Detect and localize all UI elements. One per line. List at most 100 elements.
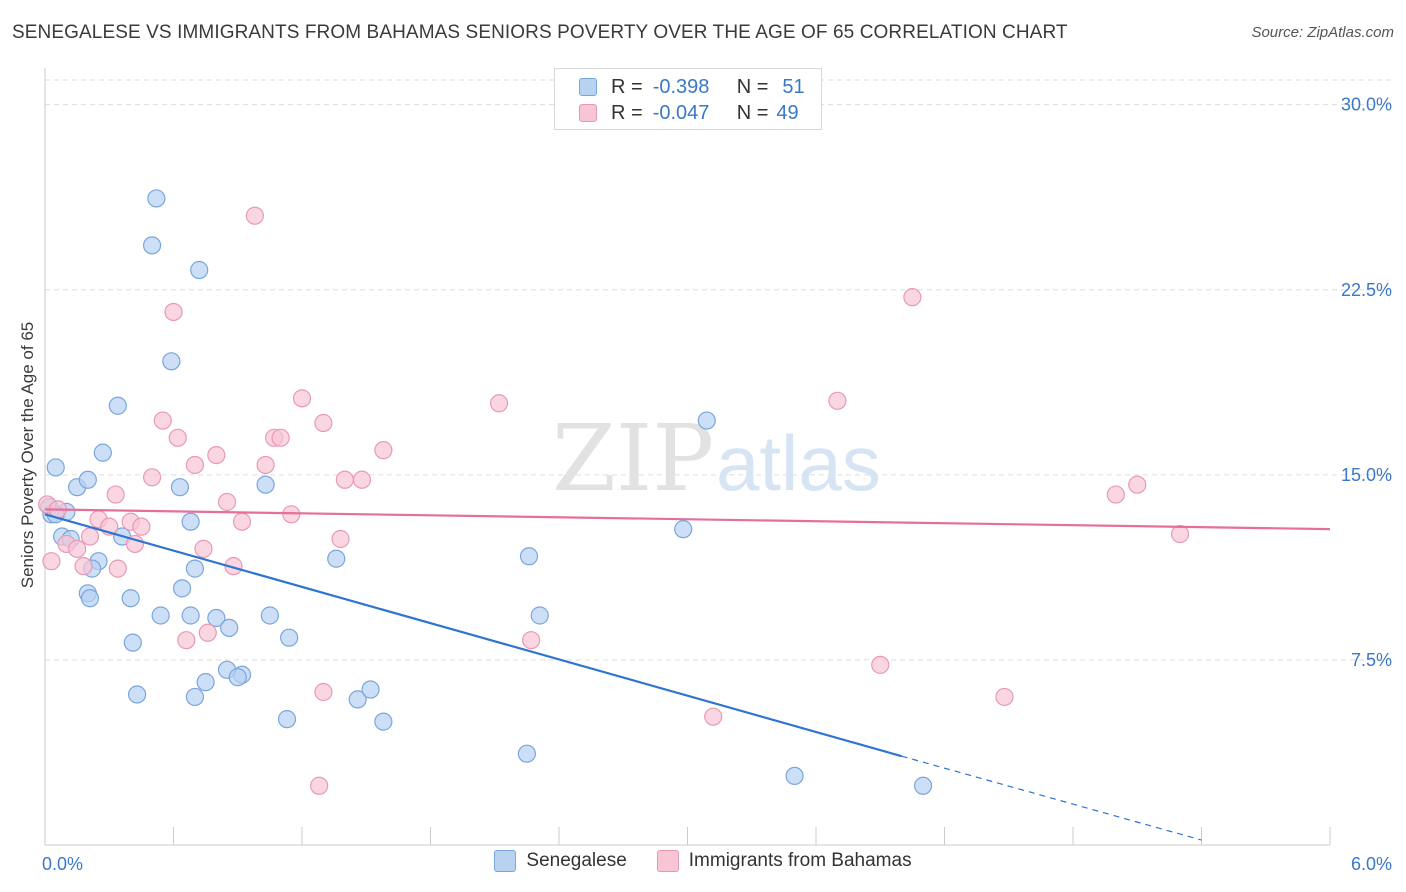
stats-r-value: -0.047 (652, 101, 710, 124)
senegalese-point (127, 685, 147, 704)
senegalese-point (121, 589, 140, 608)
stats-box: R = -0.398 N = 51 R = -0.047 N = 49 (554, 68, 822, 130)
legend-label-bahamas: Immigrants from Bahamas (688, 850, 912, 871)
stats-r-label: R = (611, 75, 643, 98)
y-tick-label: 15.0% (1341, 465, 1392, 485)
bahamas-point (331, 529, 350, 549)
bahamas-point (132, 517, 151, 536)
y-tick-label: 7.5% (1351, 650, 1392, 670)
bahamas-point (194, 539, 213, 558)
chart-title: SENEGALESE VS IMMIGRANTS FROM BAHAMAS SE… (12, 22, 1068, 43)
axis-layer: 7.5% 15.0% 22.5% 30.0% 0.0% 6.0% (42, 68, 1392, 874)
bahamas-point (207, 445, 226, 465)
legend-swatch-pink (656, 850, 679, 872)
stats-n-label: N = (736, 75, 769, 98)
y-tick-label: 22.5% (1341, 280, 1392, 300)
senegalese-point (327, 549, 346, 568)
senegalese-point (260, 606, 279, 625)
senegalese-point (123, 633, 142, 652)
senegalese-point (147, 189, 166, 208)
bahamas-point (374, 441, 393, 460)
senegalese-point (181, 606, 200, 625)
bahamas-point (1106, 485, 1125, 504)
bahamas-point (142, 468, 162, 487)
bahamas-point (314, 682, 333, 702)
bahamas-point (164, 302, 183, 322)
x-tick-label-min: 0.0% (42, 854, 83, 874)
senegalese-point (374, 712, 393, 731)
legend-label-senegalese: Senegalese (526, 850, 627, 871)
senegalese-point (190, 260, 209, 280)
senegalese-point (913, 776, 933, 795)
watermark: ZIP atlas (552, 405, 881, 512)
bahamas-point (314, 413, 333, 433)
bahamas-trend-line (44, 508, 1331, 531)
senegalese-point (185, 687, 205, 707)
senegalese-point (196, 673, 215, 692)
senegalese-point (228, 668, 247, 687)
bahamas-point (292, 389, 312, 408)
senegalese-point (162, 352, 181, 371)
senegalese-point (361, 680, 380, 699)
senegalese-point (280, 628, 299, 647)
senegalese-point (785, 766, 804, 786)
bahamas-point (185, 455, 205, 475)
bahamas-point (256, 455, 275, 475)
stats-r-value: -0.398 (652, 75, 710, 98)
stats-swatch-blue (579, 78, 597, 96)
y-tick-label: 30.0% (1341, 95, 1392, 115)
bahamas-point (106, 485, 125, 504)
bahamas-point (1128, 475, 1147, 494)
senegalese-trend-line (44, 513, 902, 758)
senegalese-point (348, 690, 367, 709)
bahamas-point (198, 623, 217, 642)
bahamas-point (68, 539, 87, 558)
bahamas-point (335, 470, 354, 489)
senegalese-point (256, 475, 275, 494)
legend-swatch-blue (494, 850, 517, 872)
senegalese-point (517, 744, 536, 763)
senegalese-point (697, 411, 716, 430)
senegalese-point (181, 512, 200, 531)
bahamas-point (704, 707, 723, 726)
bahamas-point (125, 534, 145, 554)
legend: Senegalese Immigrants from Bahamas (0, 850, 1406, 872)
x-tick-label-max: 6.0% (1351, 854, 1392, 874)
senegalese-point (46, 458, 65, 477)
bahamas-point (310, 776, 329, 795)
stats-row-bahamas: R = -0.047 N = 49 (579, 100, 799, 126)
senegalese-point (530, 606, 549, 625)
senegalese-point (674, 520, 693, 539)
stats-swatch-pink (579, 104, 597, 122)
senegalese-point (142, 236, 162, 255)
legend-item-bahamas[interactable]: Immigrants from Bahamas (656, 850, 912, 872)
legend-item-senegalese[interactable]: Senegalese (494, 850, 627, 872)
bahamas-point (177, 631, 196, 650)
senegalese-point (93, 443, 112, 462)
senegalese-point (170, 478, 190, 497)
senegalese-point (80, 589, 100, 608)
senegalese-trend-extension (901, 755, 1202, 841)
senegalese-point (207, 608, 226, 628)
bahamas-point (42, 552, 61, 571)
stats-r-label: R = (611, 101, 643, 124)
bahamas-point (352, 470, 372, 489)
bahamas-point (80, 527, 100, 546)
bahamas-point (74, 557, 93, 576)
senegalese-point (519, 547, 539, 566)
bahamas-point (522, 631, 541, 650)
grid-layer (45, 79, 1392, 661)
bahamas-point (168, 428, 187, 447)
stats-n-value: 51 (782, 75, 805, 98)
watermark-atlas: atlas (716, 419, 881, 507)
stats-row-senegalese: R = -0.398 N = 51 (579, 74, 805, 100)
senegalese-point (220, 618, 239, 637)
bahamas-point (232, 512, 252, 531)
senegalese-point (108, 396, 127, 415)
watermark-zip: ZIP (552, 405, 714, 512)
stats-n-label: N = (736, 101, 769, 124)
bahamas-point (489, 394, 509, 413)
bahamas-point (153, 411, 172, 430)
bahamas-point (245, 206, 264, 225)
